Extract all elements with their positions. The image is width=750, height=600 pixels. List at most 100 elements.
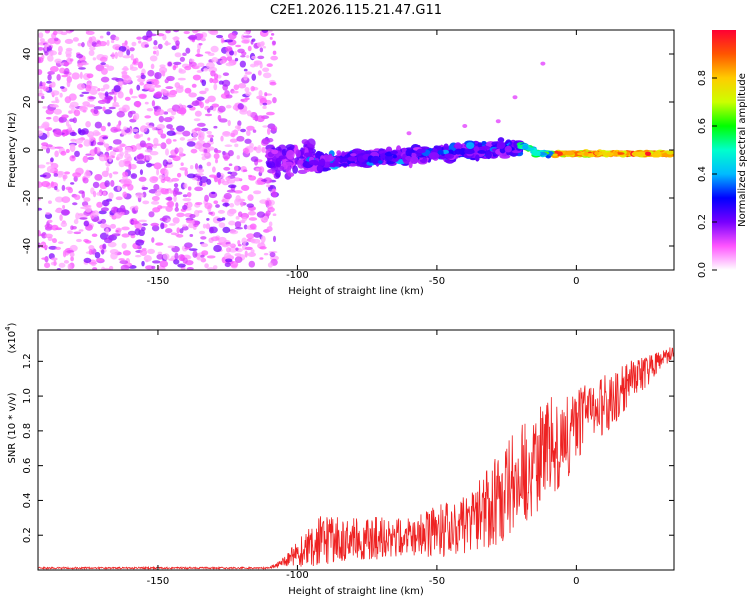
spectrogram-blob [264, 199, 272, 207]
spectrogram-blob [40, 123, 50, 129]
spectrogram-blob [79, 94, 84, 97]
spectrogram-blob [191, 100, 200, 107]
spectrogram-blob [271, 149, 279, 155]
spectrogram-blob [176, 227, 181, 234]
spectrogram-blob [163, 116, 173, 123]
spectrogram-blob [235, 215, 240, 220]
y-tick-label: 40 [22, 48, 33, 61]
spectrogram-blob [155, 49, 160, 57]
spectrogram-blob [256, 41, 265, 48]
spectrogram-blob [76, 238, 82, 243]
spectrogram-blob [82, 177, 89, 184]
spectrogram-blob [200, 37, 206, 42]
spectrogram-blob [186, 267, 194, 270]
spectrogram-blob [256, 211, 265, 218]
spectrogram-blob [485, 151, 492, 160]
spectrogram-blob [119, 151, 124, 157]
spectrogram-blob [62, 205, 66, 209]
spectrogram-blob [53, 129, 62, 138]
spectrogram-blob [38, 56, 44, 64]
spectrogram-blob [158, 115, 165, 123]
spectrogram-blob [131, 41, 137, 47]
spectrogram-blob [136, 84, 141, 91]
spectrogram-blob [78, 67, 86, 70]
spectrogram-blob [177, 77, 186, 81]
spectrogram-blob [112, 139, 122, 145]
spectrogram-blob [102, 136, 108, 140]
colorbar-tick-label: 0.2 [697, 214, 708, 230]
spectrogram-blob [124, 96, 131, 101]
spectrogram-blob [89, 46, 96, 51]
spectrogram-blob [201, 155, 207, 161]
spectrogram-blob [156, 109, 165, 116]
spectrogram-blob [239, 109, 248, 115]
spectrogram-blob [348, 163, 357, 167]
spectrogram-y-ticks: 40 20 0 -20 -40 [22, 48, 674, 254]
spectrogram-blob [100, 207, 109, 212]
spectrogram-blob [152, 46, 159, 50]
spectrogram-blob [53, 259, 57, 267]
y-tick-label: -40 [22, 238, 33, 254]
spectrogram-blob [201, 79, 207, 87]
spectrogram-blob [68, 93, 77, 101]
spectrogram-blob [52, 238, 57, 244]
spectrogram-blob [209, 77, 214, 84]
spectrogram-blob [244, 71, 252, 75]
spectrogram-blob [199, 176, 208, 183]
spectrogram-blob [91, 233, 98, 238]
spectrogram-blob [193, 118, 201, 122]
spectrogram-blob [61, 114, 69, 119]
spectrogram-blob [141, 260, 145, 267]
spectrogram-blob [267, 168, 276, 174]
spectrogram-blob [204, 202, 213, 210]
spectrogram-blob [50, 157, 54, 163]
spectrogram-blob [65, 49, 72, 56]
spectrogram-blob [169, 89, 178, 96]
spectrogram-blob [100, 87, 106, 92]
spectrogram-blob [131, 128, 139, 133]
spectrogram-blob [161, 96, 169, 100]
spectrogram-blob [194, 163, 199, 170]
spectrogram-blob [162, 159, 168, 167]
spectrogram-blob [81, 128, 89, 135]
spectrogram-blob [153, 162, 162, 170]
spectrogram-blob [184, 242, 193, 249]
spectrogram-blob [186, 173, 196, 179]
spectrogram-blob [237, 48, 245, 54]
spectrogram-blob [116, 124, 121, 130]
spectrogram-blob [81, 91, 90, 95]
colorbar-tick-label: 0.0 [697, 262, 708, 278]
spectrogram-blob [215, 204, 220, 208]
spectrogram-blob [199, 90, 207, 95]
spectrogram-blob [184, 87, 192, 94]
spectrogram-blob [99, 35, 104, 39]
spectrogram-blob [334, 157, 341, 163]
spectrogram-blob [177, 263, 186, 268]
spectrogram-blob [162, 253, 170, 260]
spectrogram-blob [594, 151, 600, 156]
spectrogram-blob [206, 134, 213, 138]
spectrogram-blob [85, 153, 92, 156]
spectrogram-blob [63, 260, 69, 264]
spectrogram-blob [225, 258, 233, 263]
spectrogram-blob [248, 260, 256, 268]
spectrogram-blob [44, 233, 53, 239]
spectrogram-blob [222, 202, 230, 207]
spectrogram-blob [45, 161, 50, 165]
spectrogram-blob [216, 217, 224, 222]
spectrogram-blob [184, 65, 192, 71]
spectrogram-blob [260, 235, 266, 243]
spectrogram-blob [234, 221, 242, 229]
spectrogram-blob [180, 162, 184, 167]
spectrogram-blob [52, 115, 59, 123]
spectrogram-blob [191, 137, 198, 141]
spectrogram-blob [39, 38, 45, 43]
spectrogram-blob [88, 36, 93, 44]
spectrogram-blob [246, 129, 251, 137]
spectrogram-blob [224, 198, 229, 204]
spectrogram-blob [153, 92, 162, 98]
spectrogram-blob [145, 265, 154, 270]
spectrogram-blob [183, 30, 190, 35]
spectrogram-blob [174, 252, 179, 260]
spectrogram-blob [69, 101, 79, 108]
